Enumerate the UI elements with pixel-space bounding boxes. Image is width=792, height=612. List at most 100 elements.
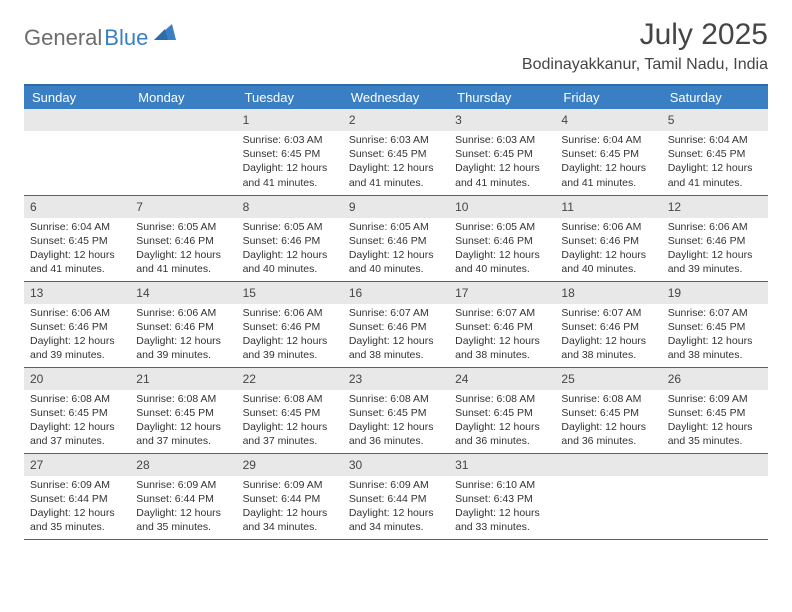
day-number: 23	[349, 372, 362, 386]
sunrise-line: Sunrise: 6:10 AM	[455, 478, 549, 492]
day-details: Sunrise: 6:08 AMSunset: 6:45 PMDaylight:…	[237, 390, 343, 453]
calendar-day: 6Sunrise: 6:04 AMSunset: 6:45 PMDaylight…	[24, 195, 130, 281]
day-details: Sunrise: 6:04 AMSunset: 6:45 PMDaylight:…	[662, 131, 768, 194]
sunset-line: Sunset: 6:45 PM	[349, 147, 443, 161]
calendar-day: 28Sunrise: 6:09 AMSunset: 6:44 PMDayligh…	[130, 453, 236, 539]
sunset-line: Sunset: 6:45 PM	[668, 147, 762, 161]
weekday-header: Sunday	[24, 85, 130, 109]
daylight-line: Daylight: 12 hours and 39 minutes.	[668, 248, 762, 276]
weekday-header: Monday	[130, 85, 236, 109]
day-number: 14	[136, 286, 149, 300]
calendar-row: 6Sunrise: 6:04 AMSunset: 6:45 PMDaylight…	[24, 195, 768, 281]
sunset-line: Sunset: 6:45 PM	[243, 406, 337, 420]
day-details: Sunrise: 6:06 AMSunset: 6:46 PMDaylight:…	[24, 304, 130, 367]
logo-triangle-icon	[154, 24, 176, 45]
sunrise-line: Sunrise: 6:06 AM	[561, 220, 655, 234]
daylight-line: Daylight: 12 hours and 35 minutes.	[30, 506, 124, 534]
sunset-line: Sunset: 6:46 PM	[561, 234, 655, 248]
calendar-day: 16 Sunrise: 6:07 AMSunset: 6:46 PMDayligh…	[343, 281, 449, 367]
sunrise-line: Sunrise: 6:07 AM	[349, 306, 443, 320]
daylight-line: Daylight: 12 hours and 40 minutes.	[455, 248, 549, 276]
daylight-line: Daylight: 12 hours and 38 minutes.	[349, 334, 443, 362]
sunrise-line: Sunrise: 6:06 AM	[30, 306, 124, 320]
sunrise-line: Sunrise: 6:08 AM	[30, 392, 124, 406]
sunrise-line: Sunrise: 6:04 AM	[30, 220, 124, 234]
day-details: Sunrise: 6:07 AMSunset: 6:46 PMDaylight:…	[343, 304, 449, 367]
calendar-day: 4 Sunrise: 6:04 AMSunset: 6:45 PMDaylight…	[555, 109, 661, 195]
sunrise-line: Sunrise: 6:09 AM	[243, 478, 337, 492]
sunset-line: Sunset: 6:45 PM	[455, 406, 549, 420]
day-number: 20	[30, 372, 43, 386]
calendar-day: 21Sunrise: 6:08 AMSunset: 6:45 PMDayligh…	[130, 367, 236, 453]
calendar-day: 20 Sunrise: 6:08 AMSunset: 6:45 PMDayligh…	[24, 367, 130, 453]
title-block: July 2025 Bodinayakkanur, Tamil Nadu, In…	[522, 18, 768, 76]
daylight-line: Daylight: 12 hours and 37 minutes.	[243, 420, 337, 448]
sunrise-line: Sunrise: 6:05 AM	[349, 220, 443, 234]
calendar-row: 27Sunrise: 6:09 AMSunset: 6:44 PMDayligh…	[24, 453, 768, 539]
sunset-line: Sunset: 6:45 PM	[455, 147, 549, 161]
sunset-line: Sunset: 6:45 PM	[30, 406, 124, 420]
daylight-line: Daylight: 12 hours and 40 minutes.	[243, 248, 337, 276]
day-number: 29	[243, 458, 256, 472]
calendar-day: 1 Sunrise: 6:03 AMSunset: 6:45 PMDaylight…	[237, 109, 343, 195]
sunset-line: Sunset: 6:46 PM	[30, 320, 124, 334]
calendar-day: 22Sunrise: 6:08 AMSunset: 6:45 PMDayligh…	[237, 367, 343, 453]
daylight-line: Daylight: 12 hours and 41 minutes.	[243, 161, 337, 189]
sunset-line: Sunset: 6:45 PM	[136, 406, 230, 420]
calendar-day-empty	[130, 109, 236, 195]
day-number: 19	[668, 286, 681, 300]
calendar-body: 1Sunrise: 6:03 AMSunset: 6:45 PMDaylight…	[24, 109, 768, 539]
daylight-line: Daylight: 12 hours and 40 minutes.	[561, 248, 655, 276]
daylight-line: Daylight: 12 hours and 35 minutes.	[668, 420, 762, 448]
calendar-day: 26Sunrise: 6:09 AMSunset: 6:45 PMDayligh…	[662, 367, 768, 453]
day-details: Sunrise: 6:06 AMSunset: 6:46 PMDaylight:…	[662, 218, 768, 281]
daylight-line: Daylight: 12 hours and 38 minutes.	[455, 334, 549, 362]
sunrise-line: Sunrise: 6:09 AM	[668, 392, 762, 406]
daylight-line: Daylight: 12 hours and 39 minutes.	[30, 334, 124, 362]
sunrise-line: Sunrise: 6:08 AM	[455, 392, 549, 406]
daylight-line: Daylight: 12 hours and 41 minutes.	[30, 248, 124, 276]
day-number: 16	[349, 286, 362, 300]
sunrise-line: Sunrise: 6:03 AM	[349, 133, 443, 147]
sunrise-line: Sunrise: 6:06 AM	[243, 306, 337, 320]
sunset-line: Sunset: 6:45 PM	[243, 147, 337, 161]
day-details: Sunrise: 6:08 AMSunset: 6:45 PMDaylight:…	[130, 390, 236, 453]
day-number: 17	[455, 286, 468, 300]
sunrise-line: Sunrise: 6:03 AM	[455, 133, 549, 147]
day-details: Sunrise: 6:07 AMSunset: 6:46 PMDaylight:…	[449, 304, 555, 367]
day-details: Sunrise: 6:03 AMSunset: 6:45 PMDaylight:…	[237, 131, 343, 194]
sunrise-line: Sunrise: 6:05 AM	[136, 220, 230, 234]
day-number: 5	[668, 113, 675, 127]
sunrise-line: Sunrise: 6:05 AM	[455, 220, 549, 234]
sunset-line: Sunset: 6:45 PM	[668, 406, 762, 420]
day-number: 30	[349, 458, 362, 472]
daylight-line: Daylight: 12 hours and 34 minutes.	[243, 506, 337, 534]
day-details: Sunrise: 6:04 AMSunset: 6:45 PMDaylight:…	[555, 131, 661, 194]
sunset-line: Sunset: 6:46 PM	[136, 234, 230, 248]
day-number: 4	[561, 113, 568, 127]
sunrise-line: Sunrise: 6:09 AM	[30, 478, 124, 492]
day-details: Sunrise: 6:05 AMSunset: 6:46 PMDaylight:…	[237, 218, 343, 281]
daylight-line: Daylight: 12 hours and 37 minutes.	[136, 420, 230, 448]
sunrise-line: Sunrise: 6:08 AM	[349, 392, 443, 406]
calendar-row: 1Sunrise: 6:03 AMSunset: 6:45 PMDaylight…	[24, 109, 768, 195]
sunset-line: Sunset: 6:45 PM	[668, 320, 762, 334]
sunset-line: Sunset: 6:46 PM	[243, 234, 337, 248]
day-details: Sunrise: 6:06 AMSunset: 6:46 PMDaylight:…	[237, 304, 343, 367]
sunset-line: Sunset: 6:44 PM	[30, 492, 124, 506]
day-number: 1	[243, 113, 250, 127]
sunset-line: Sunset: 6:46 PM	[455, 320, 549, 334]
weekday-header: Saturday	[662, 85, 768, 109]
day-number: 13	[30, 286, 43, 300]
day-details: Sunrise: 6:06 AMSunset: 6:46 PMDaylight:…	[130, 304, 236, 367]
sunrise-line: Sunrise: 6:06 AM	[136, 306, 230, 320]
sunrise-line: Sunrise: 6:03 AM	[243, 133, 337, 147]
calendar-day: 19Sunrise: 6:07 AMSunset: 6:45 PMDayligh…	[662, 281, 768, 367]
daylight-line: Daylight: 12 hours and 40 minutes.	[349, 248, 443, 276]
daylight-line: Daylight: 12 hours and 39 minutes.	[136, 334, 230, 362]
location-text: Bodinayakkanur, Tamil Nadu, India	[522, 56, 768, 74]
sunset-line: Sunset: 6:46 PM	[455, 234, 549, 248]
daylight-line: Daylight: 12 hours and 37 minutes.	[30, 420, 124, 448]
sunrise-line: Sunrise: 6:08 AM	[136, 392, 230, 406]
sunset-line: Sunset: 6:46 PM	[561, 320, 655, 334]
